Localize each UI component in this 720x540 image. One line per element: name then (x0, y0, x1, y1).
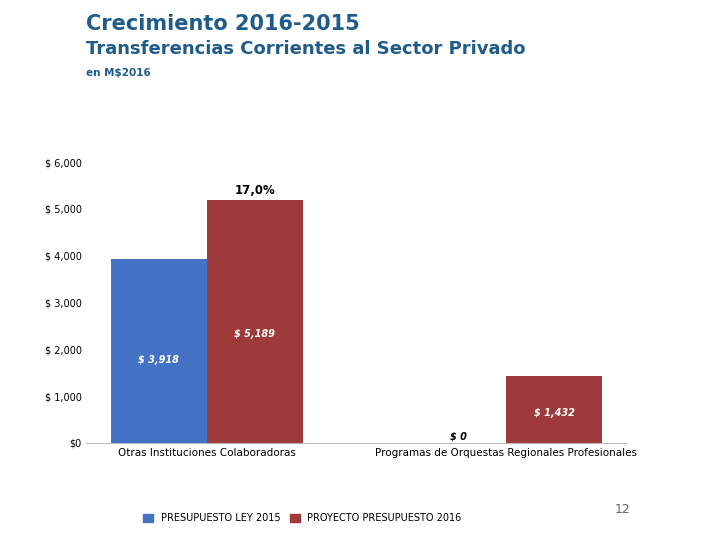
Text: $ 1,432: $ 1,432 (534, 408, 575, 417)
Bar (207, 200, 302, 443)
Text: $ 3,918: $ 3,918 (138, 355, 179, 365)
Text: $ 0: $ 0 (450, 431, 467, 441)
Legend: PRESUPUESTO LEY 2015, PROYECTO PRESUPUESTO 2016: PRESUPUESTO LEY 2015, PROYECTO PRESUPUES… (139, 509, 466, 527)
Bar (111, 259, 207, 443)
Text: Crecimiento 2016-2015: Crecimiento 2016-2015 (86, 14, 360, 33)
Text: 12: 12 (615, 503, 631, 516)
Bar (506, 376, 602, 443)
Text: $ 5,189: $ 5,189 (234, 328, 275, 339)
Text: 17,0%: 17,0% (234, 184, 275, 197)
Text: en M$2016: en M$2016 (86, 68, 151, 78)
Text: Transferencias Corrientes al Sector Privado: Transferencias Corrientes al Sector Priv… (86, 40, 526, 58)
